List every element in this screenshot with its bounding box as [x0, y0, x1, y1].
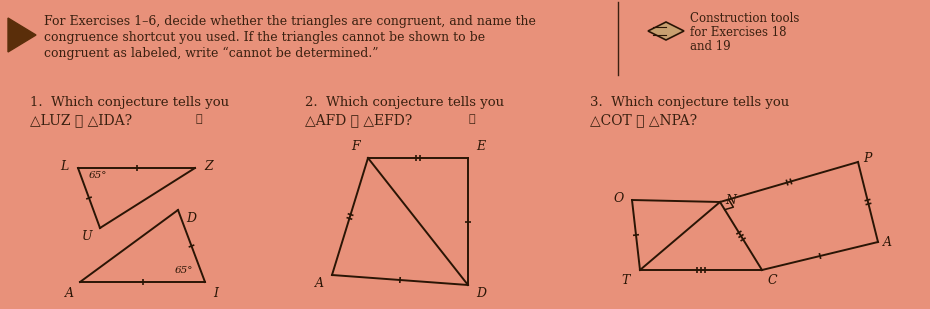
Text: For Exercises 1–6, decide whether the triangles are congruent, and name the: For Exercises 1–6, decide whether the tr…	[44, 15, 536, 28]
Polygon shape	[8, 18, 36, 52]
Text: L: L	[60, 159, 68, 172]
Text: O: O	[614, 192, 624, 205]
Text: I: I	[213, 287, 218, 300]
Text: △COT ≅ △NPA?: △COT ≅ △NPA?	[590, 113, 698, 127]
Text: A: A	[65, 287, 74, 300]
Text: E: E	[476, 140, 485, 153]
Text: P: P	[863, 151, 871, 164]
Text: congruence shortcut you used. If the triangles cannot be shown to be: congruence shortcut you used. If the tri…	[44, 31, 485, 44]
Text: F: F	[352, 140, 360, 153]
Text: 2.  Which conjecture tells you: 2. Which conjecture tells you	[305, 96, 504, 109]
Text: ⓗ: ⓗ	[468, 114, 474, 124]
Text: △AFD ≅ △EFD?: △AFD ≅ △EFD?	[305, 113, 412, 127]
Text: ⓗ: ⓗ	[195, 114, 202, 124]
Text: A: A	[315, 277, 324, 290]
Text: Z: Z	[204, 159, 213, 172]
Text: C: C	[768, 274, 777, 287]
Text: N: N	[725, 193, 736, 206]
Text: Construction tools: Construction tools	[690, 12, 800, 25]
Text: 65°: 65°	[175, 266, 193, 275]
Polygon shape	[648, 22, 684, 40]
Text: D: D	[476, 287, 486, 300]
Text: D: D	[186, 212, 196, 225]
Text: 65°: 65°	[89, 171, 108, 180]
Text: △LUZ ≅ △IDA?: △LUZ ≅ △IDA?	[30, 113, 132, 127]
Text: U: U	[82, 230, 92, 243]
Text: congruent as labeled, write “cannot be determined.”: congruent as labeled, write “cannot be d…	[44, 47, 379, 60]
Text: T: T	[621, 274, 630, 287]
Text: for Exercises 18: for Exercises 18	[690, 26, 787, 39]
Text: A: A	[883, 235, 892, 248]
Text: 1.  Which conjecture tells you: 1. Which conjecture tells you	[30, 96, 229, 109]
Text: 3.  Which conjecture tells you: 3. Which conjecture tells you	[590, 96, 790, 109]
Text: and 19: and 19	[690, 40, 731, 53]
